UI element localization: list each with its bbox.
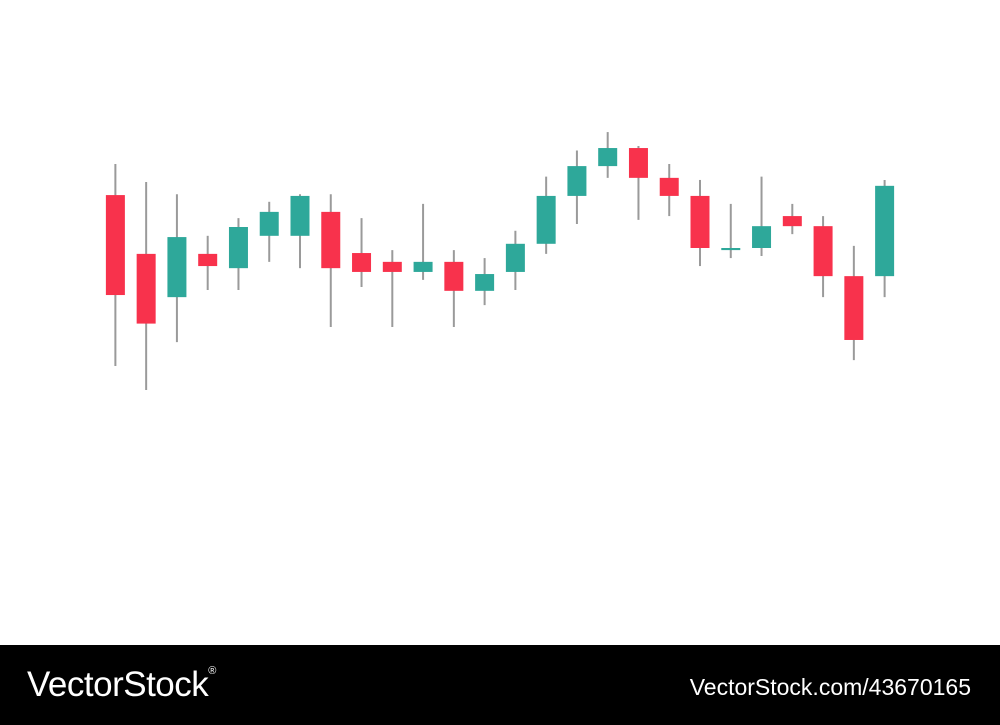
candle-body-up (752, 226, 772, 248)
candle-body-up (721, 248, 741, 251)
candle-body-down (198, 253, 218, 267)
candle-body-up (875, 185, 895, 277)
candle-body-down (105, 195, 125, 296)
candle-body-up (259, 211, 279, 236)
candle-body-down (321, 211, 341, 269)
candle-body-down (782, 216, 802, 227)
candle-body-up (536, 195, 556, 244)
candle-body-down (444, 261, 464, 291)
candle-body-up (228, 227, 248, 269)
registered-mark: ® (208, 665, 216, 677)
candle-body-down (844, 276, 864, 340)
candle-body-down (136, 253, 156, 324)
chart-area (105, 132, 895, 390)
candle-body-down (690, 195, 710, 248)
logo-text: VectorStock (27, 665, 209, 704)
candle-body-up (413, 261, 433, 272)
candle-body-down (382, 261, 402, 272)
image-id-text: VectorStock.com/43670165 (689, 674, 971, 700)
candle-body-down (659, 177, 679, 196)
candle-body-up (167, 237, 187, 298)
candle-body-down (352, 253, 372, 272)
candles-group (105, 132, 895, 390)
candle-body-up (290, 195, 310, 236)
candle-body-down (628, 148, 648, 178)
vectorstock-logo: VectorStock® (27, 665, 216, 705)
candle-body-up (475, 274, 495, 291)
candlestick-chart (105, 132, 895, 390)
candle-body-down (813, 226, 833, 277)
candle-body-up (598, 148, 618, 167)
candle-body-up (567, 166, 587, 196)
candle-body-up (505, 243, 525, 272)
watermark-footer: VectorStock® VectorStock.com/43670165 (0, 645, 1000, 725)
